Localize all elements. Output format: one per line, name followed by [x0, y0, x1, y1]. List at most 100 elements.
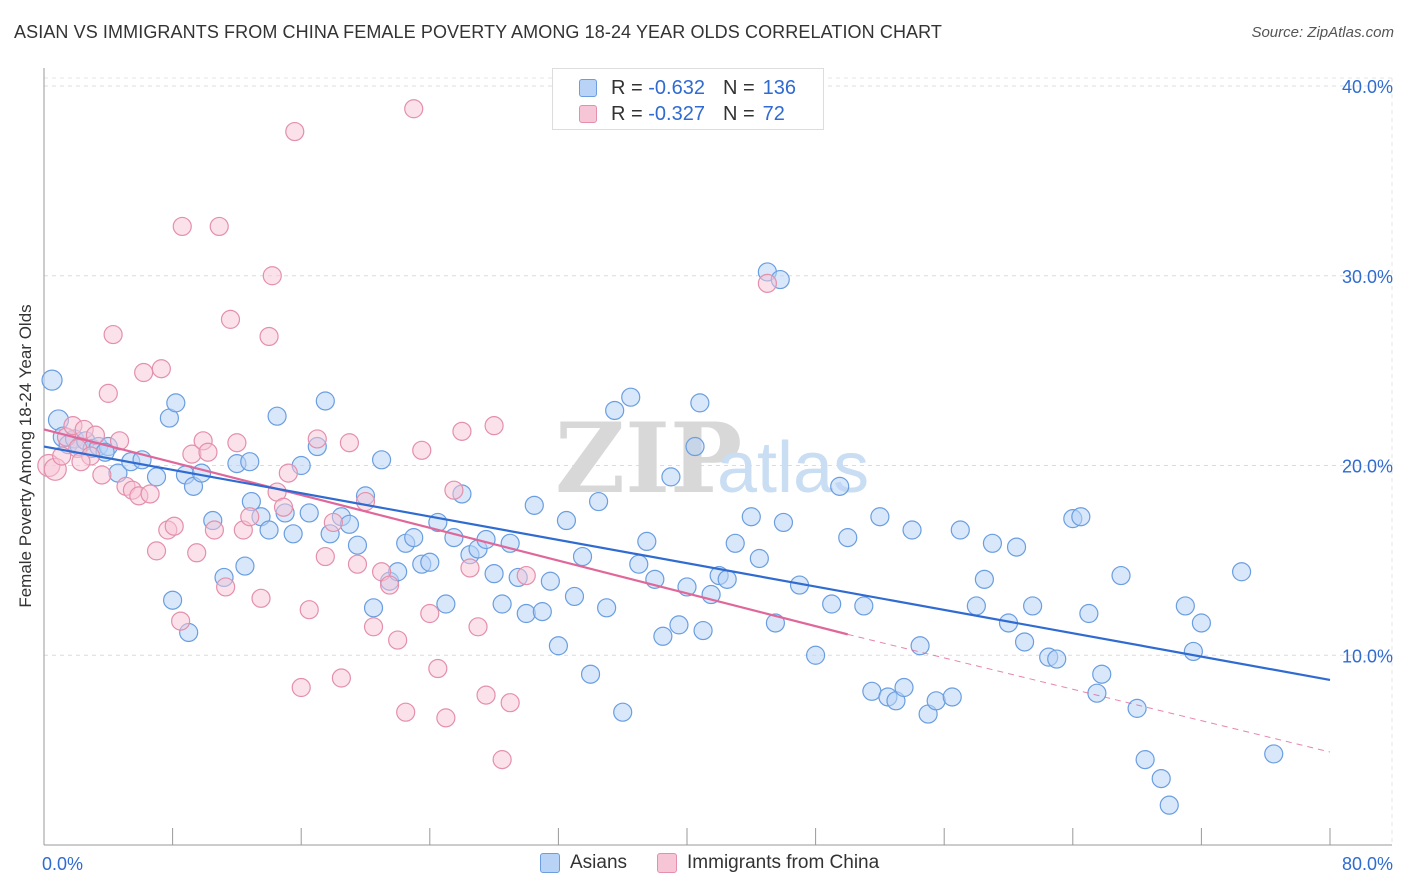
asians-point [1111, 565, 1131, 586]
asians-point [773, 512, 794, 533]
asians-point [1079, 603, 1099, 624]
immigrants-point [347, 554, 368, 574]
legend-row-asians: R = -0.632 N = 136 [579, 77, 796, 99]
asians-point [404, 528, 424, 548]
asians-point [974, 569, 994, 589]
asians-point [371, 450, 392, 470]
asians-r-value: -0.632 [648, 76, 705, 99]
tick-labels: 10.0% 20.0% 30.0% 40.0% 0.0% 80.0% [42, 77, 1393, 874]
asians-point [299, 503, 319, 523]
immigrants-point [227, 433, 247, 453]
immigrants-point [134, 362, 154, 383]
immigrants-point [396, 702, 416, 722]
immigrants-point [420, 603, 440, 624]
asians-point [572, 546, 593, 567]
asians-point [339, 514, 360, 534]
immigrants-point [198, 442, 218, 462]
immigrants-point [278, 463, 298, 483]
immigrants-point [315, 546, 335, 567]
immigrants-point [140, 484, 160, 504]
asians-point [838, 528, 858, 548]
immigrants-point [204, 520, 224, 540]
immigrants-point [428, 658, 448, 679]
asians-point [765, 613, 786, 633]
asians-point [870, 507, 890, 527]
asians-point [982, 533, 1003, 553]
immigrants-n-value: 72 [762, 102, 785, 125]
immigrants-point [85, 425, 106, 445]
asians-point [1006, 537, 1027, 557]
legend-item-asians[interactable]: Asians [540, 852, 627, 874]
immigrants-point [380, 575, 400, 595]
asians-point [1159, 795, 1179, 815]
asians-point [942, 687, 962, 707]
immigrants-point [299, 600, 319, 620]
asians-point [564, 586, 585, 607]
immigrants-point [240, 507, 260, 527]
asians-point [540, 571, 560, 591]
asians-point [580, 664, 601, 684]
immigrants-point [355, 491, 376, 512]
correlation-legend: R = -0.632 N = 136 R = -0.327 N = 72 [552, 68, 824, 130]
asians-point [717, 569, 737, 589]
asians-point [950, 520, 970, 540]
asians-point [420, 552, 440, 572]
immigrants-point [98, 383, 118, 403]
immigrants-point [259, 326, 279, 347]
asians-point [1127, 698, 1147, 718]
asians-swatch [579, 79, 597, 97]
y-tick-label: 10.0% [1342, 646, 1393, 666]
asians-point [1047, 649, 1067, 669]
legend-row-immigrants: R = -0.327 N = 72 [579, 103, 785, 125]
asians-point [637, 531, 657, 552]
immigrants-point [92, 465, 112, 485]
y-tick-label: 30.0% [1342, 267, 1393, 287]
asians-point [749, 548, 769, 569]
immigrants-point [285, 121, 305, 142]
immigrants-point [209, 216, 229, 237]
asians-point [690, 393, 710, 413]
asians-point [41, 369, 63, 391]
immigrants-point [172, 216, 192, 237]
immigrants-trend-extension [847, 633, 1331, 753]
asians-point [653, 626, 673, 646]
asians-point [548, 636, 569, 656]
immigrants-point [484, 416, 504, 436]
asians-point [741, 507, 761, 527]
immigrants-point [151, 359, 171, 379]
asians-trend-line [43, 445, 1331, 681]
asians-point [629, 554, 649, 574]
asians-point [1231, 562, 1252, 582]
immigrants-point [220, 309, 241, 329]
asians-point [146, 467, 167, 487]
asians-point [1264, 744, 1284, 764]
asians-point [166, 393, 186, 413]
asians-point [910, 636, 930, 656]
immigrants-point [291, 677, 311, 698]
asians-point [1071, 507, 1091, 527]
asians-point [926, 691, 946, 711]
r-label: R = [611, 76, 643, 99]
immigrants-legend-swatch [657, 853, 678, 873]
immigrants-point [460, 558, 480, 578]
immigrants-point [216, 577, 236, 597]
asians-point [685, 436, 705, 457]
immigrants-point [339, 433, 360, 453]
immigrants-point [436, 708, 456, 728]
immigrants-point [516, 565, 536, 586]
immigrants-point [103, 324, 123, 345]
immigrants-point [251, 588, 271, 608]
asians-point [1151, 768, 1171, 789]
asians-point [492, 594, 512, 614]
asians-point [1092, 664, 1112, 684]
immigrants-point [331, 668, 351, 688]
immigrants-point [262, 266, 282, 286]
asians-point [1175, 596, 1195, 616]
immigrants-point [388, 630, 408, 650]
immigrants-point [307, 429, 327, 449]
legend-item-immigrants[interactable]: Immigrants from China [657, 852, 879, 874]
asians-point [347, 535, 368, 555]
asians-point [1135, 750, 1155, 770]
asians-point [805, 645, 826, 665]
immigrants-points [37, 99, 777, 770]
